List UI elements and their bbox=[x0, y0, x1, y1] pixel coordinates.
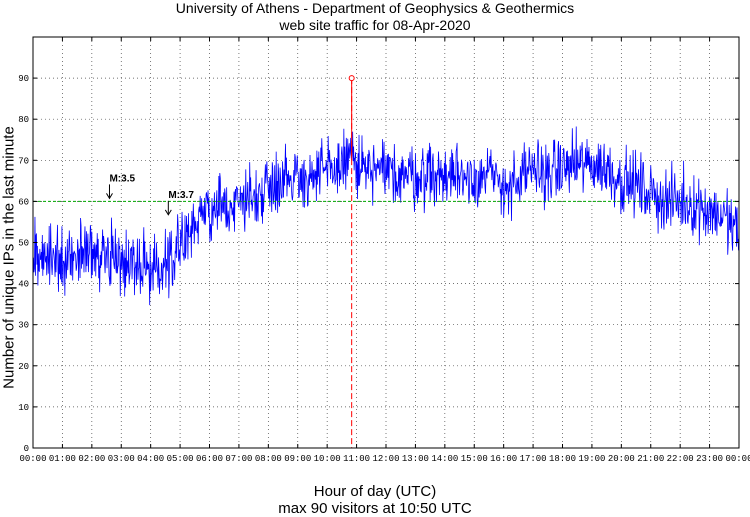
x-tick-label: 06:00 bbox=[196, 454, 223, 464]
series-layer bbox=[32, 126, 740, 306]
x-tick-label: 19:00 bbox=[578, 454, 605, 464]
ticks: 00:00 01:00 02:00 03:00 04:00 05:00 06:00 07:00… bbox=[18, 37, 750, 464]
grid bbox=[33, 37, 739, 448]
x-tick-label: 20:00 bbox=[608, 454, 635, 464]
y-tick-label: 20 bbox=[18, 362, 29, 372]
x-tick-label: 02:00 bbox=[78, 454, 105, 464]
x-tick-label: 22:00 bbox=[667, 454, 694, 464]
x-tick-label: 07:00 bbox=[225, 454, 252, 464]
y-tick-label: 60 bbox=[18, 197, 29, 207]
x-tick-label: 00:00 bbox=[725, 454, 750, 464]
y-tick-label: 80 bbox=[18, 115, 29, 125]
x-tick-label: 14:00 bbox=[431, 454, 458, 464]
x-tick-label: 00:00 bbox=[19, 454, 46, 464]
x-tick-label: 13:00 bbox=[402, 454, 429, 464]
series-line bbox=[32, 126, 740, 306]
y-tick-label: 10 bbox=[18, 403, 29, 413]
y-tick-label: 40 bbox=[18, 280, 29, 290]
x-tick-label: 12:00 bbox=[372, 454, 399, 464]
x-tick-label: 18:00 bbox=[549, 454, 576, 464]
peak-marker bbox=[348, 75, 355, 82]
x-tick-label: 21:00 bbox=[637, 454, 664, 464]
chart-title: University of Athens - Department of Geo… bbox=[175, 0, 575, 16]
x-axis-label: Hour of day (UTC) bbox=[313, 483, 437, 500]
x-tick-label: 05:00 bbox=[167, 454, 194, 464]
annotation-arrowhead bbox=[164, 209, 172, 216]
x-tick-label: 17:00 bbox=[520, 454, 547, 464]
peak-caption: max 90 visitors at 10:50 UTC bbox=[278, 500, 472, 517]
x-tick-label: 11:00 bbox=[343, 454, 370, 464]
y-tick-label: 70 bbox=[18, 156, 29, 166]
y-tick-label: 30 bbox=[18, 321, 29, 331]
x-tick-label: 04:00 bbox=[137, 454, 164, 464]
chart-subtitle: web site traffic for 08-Apr-2020 bbox=[279, 17, 471, 33]
y-tick-label: 0 bbox=[24, 444, 29, 454]
overlay-layer: M:3.5 M:3.7 bbox=[33, 75, 739, 448]
annotation-label: M:3.7 bbox=[168, 190, 194, 201]
x-tick-label: 03:00 bbox=[108, 454, 135, 464]
annotation-label: M:3.5 bbox=[109, 173, 135, 184]
x-tick-label: 10:00 bbox=[314, 454, 341, 464]
x-tick-label: 15:00 bbox=[461, 454, 488, 464]
x-tick-label: 01:00 bbox=[49, 454, 76, 464]
y-tick-label: 50 bbox=[18, 239, 29, 249]
x-tick-label: 08:00 bbox=[255, 454, 282, 464]
x-tick-label: 09:00 bbox=[284, 454, 311, 464]
x-tick-label: 23:00 bbox=[696, 454, 723, 464]
y-tick-label: 90 bbox=[18, 74, 29, 84]
annotation-arrowhead bbox=[106, 193, 113, 200]
x-tick-label: 16:00 bbox=[490, 454, 517, 464]
